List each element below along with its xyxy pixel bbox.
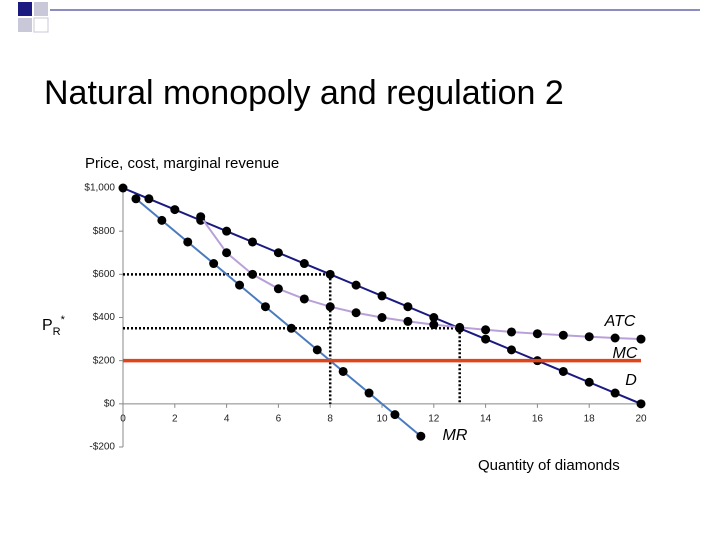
x-tick-label: 20 — [635, 413, 647, 424]
y-tick-label: $400 — [93, 312, 116, 323]
y-tick-label: $1,000 — [84, 183, 115, 194]
data-point — [455, 322, 465, 332]
data-point — [222, 226, 232, 236]
data-point — [118, 183, 128, 193]
series-line — [135, 198, 422, 437]
x-tick-label: 10 — [376, 413, 388, 424]
series-label: MR — [443, 427, 468, 444]
data-point — [584, 332, 594, 342]
data-point — [299, 294, 309, 304]
data-point — [507, 327, 516, 337]
price-label-sup: * — [61, 314, 66, 326]
data-point — [286, 323, 296, 333]
data-point — [351, 308, 361, 318]
x-tick-label: 18 — [584, 413, 596, 424]
y-axis-label: Price, cost, marginal revenue — [85, 155, 279, 172]
data-point — [209, 259, 219, 269]
data-point — [403, 316, 413, 326]
x-axis-label: Quantity of diamonds — [478, 457, 620, 474]
series-line — [199, 216, 642, 341]
data-point — [636, 334, 646, 344]
data-point — [532, 329, 542, 339]
data-point — [610, 333, 620, 343]
data-point — [558, 330, 568, 340]
x-tick-label: 12 — [428, 413, 440, 424]
data-point — [273, 248, 283, 258]
data-point — [636, 399, 646, 409]
data-point — [325, 302, 335, 312]
data-point — [260, 302, 270, 312]
data-point — [507, 345, 516, 355]
data-point — [273, 284, 283, 294]
x-tick-label: 8 — [327, 413, 333, 424]
y-tick-label: $200 — [93, 355, 116, 366]
data-point — [248, 237, 257, 247]
y-tick-label: -$200 — [89, 442, 115, 453]
price-label: PR* — [42, 314, 66, 338]
data-point — [131, 194, 141, 204]
y-tick-label: $800 — [93, 226, 116, 237]
data-point — [196, 212, 206, 222]
x-tick-label: 16 — [532, 413, 544, 424]
data-point — [584, 377, 594, 387]
data-point — [390, 410, 400, 420]
series-label: MC — [613, 345, 638, 362]
decor — [34, 2, 48, 16]
price-label-sub: R — [53, 326, 61, 338]
decor — [18, 2, 32, 16]
x-tick-label: 6 — [276, 413, 282, 424]
y-tick-label: $0 — [104, 398, 116, 409]
y-tick-label: $600 — [93, 269, 116, 280]
series-label: D — [625, 372, 637, 389]
data-point — [377, 313, 387, 322]
data-point — [299, 259, 309, 269]
data-point — [351, 280, 361, 290]
data-point — [377, 291, 387, 301]
data-point — [558, 366, 568, 376]
x-tick-label: 14 — [480, 413, 492, 424]
x-tick-label: 4 — [224, 413, 230, 424]
x-tick-label: 2 — [172, 413, 178, 424]
data-point — [235, 280, 245, 290]
price-label-main: P — [42, 317, 53, 334]
slide-title: Natural monopoly and regulation 2 — [44, 74, 564, 112]
data-point — [183, 237, 193, 247]
data-point — [144, 194, 154, 204]
data-point — [170, 205, 180, 215]
data-point — [481, 334, 491, 344]
data-point — [248, 269, 257, 279]
data-point — [429, 320, 439, 330]
data-point — [610, 388, 620, 398]
data-point — [157, 215, 167, 225]
data-point — [222, 248, 232, 258]
data-point — [481, 325, 491, 335]
series-label: ATC — [604, 313, 636, 330]
data-point — [325, 269, 335, 279]
x-tick-label: 0 — [120, 413, 126, 424]
data-point — [312, 345, 322, 355]
decor — [18, 18, 32, 32]
data-point — [403, 302, 413, 312]
decor — [33, 17, 49, 33]
data-point — [429, 313, 439, 322]
data-point — [338, 366, 348, 376]
data-point — [416, 431, 426, 441]
data-point — [364, 388, 374, 398]
